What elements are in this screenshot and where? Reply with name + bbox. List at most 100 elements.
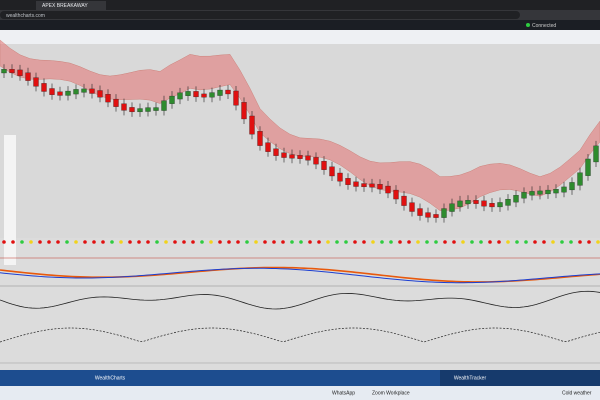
- signal-dot: [110, 240, 114, 244]
- candle: [369, 183, 375, 188]
- signal-dot: [587, 240, 591, 244]
- signal-dot: [227, 240, 231, 244]
- taskbar-item[interactable]: WhatsApp: [332, 390, 355, 396]
- candle: [41, 83, 47, 92]
- signal-dot: [425, 240, 429, 244]
- candle: [585, 158, 591, 176]
- signal-dot: [182, 240, 186, 244]
- signal-dot: [569, 240, 573, 244]
- candle: [65, 90, 71, 96]
- candle: [57, 91, 63, 96]
- candle: [489, 203, 495, 208]
- status-dot: [526, 23, 530, 27]
- signal-dot: [443, 240, 447, 244]
- candle: [537, 190, 543, 195]
- signal-dot: [551, 240, 555, 244]
- candle: [105, 94, 111, 103]
- candle: [481, 200, 487, 207]
- trend-line: [0, 267, 600, 284]
- candle: [457, 200, 463, 207]
- signal-dot: [380, 240, 384, 244]
- signal-dot: [200, 240, 204, 244]
- candle: [25, 72, 31, 81]
- indicator-panes: [0, 238, 600, 370]
- candle: [217, 89, 223, 96]
- candle: [209, 92, 215, 98]
- signal-dot: [317, 240, 321, 244]
- candle: [529, 191, 535, 196]
- signal-dot: [254, 240, 258, 244]
- signal-dot: [29, 240, 33, 244]
- signal-dot: [389, 240, 393, 244]
- candle: [465, 200, 471, 205]
- candle: [9, 69, 15, 74]
- panel-right[interactable]: WealthTracker: [454, 375, 487, 381]
- candle: [345, 178, 351, 185]
- signal-dot: [344, 240, 348, 244]
- signal-dot: [191, 240, 195, 244]
- tracker-bar: [440, 370, 600, 386]
- signal-dot: [236, 240, 240, 244]
- signal-dot: [578, 240, 582, 244]
- signal-dot: [218, 240, 222, 244]
- candle: [425, 212, 431, 218]
- candle: [313, 157, 319, 165]
- weather: Cold weather: [562, 390, 592, 396]
- candle: [145, 107, 151, 112]
- candle: [97, 90, 103, 98]
- signal-dot: [92, 240, 96, 244]
- candle: [329, 166, 335, 177]
- signal-dot: [398, 240, 402, 244]
- candle: [417, 208, 423, 216]
- signal-dot: [515, 240, 519, 244]
- signal-dot: [326, 240, 330, 244]
- candle: [265, 142, 271, 152]
- signal-dot: [146, 240, 150, 244]
- candle: [297, 155, 303, 159]
- signal-dot: [74, 240, 78, 244]
- signal-dot: [173, 240, 177, 244]
- taskbar-item[interactable]: Zoom Workplace: [372, 390, 410, 396]
- signal-dot: [47, 240, 51, 244]
- candle: [433, 214, 439, 218]
- candle: [225, 89, 231, 95]
- signal-dot: [506, 240, 510, 244]
- candle: [321, 160, 327, 170]
- signal-dot: [335, 240, 339, 244]
- signal-dot: [119, 240, 123, 244]
- signal-dot: [164, 240, 168, 244]
- signal-dot: [263, 240, 267, 244]
- candle: [233, 90, 239, 106]
- oscillator: [0, 290, 600, 310]
- signal-dot: [155, 240, 159, 244]
- url-field[interactable]: [0, 11, 520, 19]
- signal-dot: [83, 240, 87, 244]
- toolbar: [0, 30, 600, 44]
- candle: [497, 202, 503, 208]
- browser-tab[interactable]: [36, 1, 106, 10]
- url: wealthcharts.com: [6, 13, 45, 19]
- signal-dot: [470, 240, 474, 244]
- cloud-band: [0, 39, 600, 211]
- taskbar: [0, 386, 600, 400]
- candle: [569, 182, 575, 191]
- candle: [129, 107, 135, 113]
- candle: [81, 88, 87, 93]
- signal-dot: [209, 240, 213, 244]
- signal-dot: [461, 240, 465, 244]
- candle: [409, 202, 415, 212]
- candle: [249, 115, 255, 135]
- candle: [385, 185, 391, 194]
- candle: [545, 189, 551, 195]
- signal-dot: [101, 240, 105, 244]
- candle: [593, 145, 599, 163]
- signal-dot: [299, 240, 303, 244]
- panel-left[interactable]: WealthCharts: [95, 375, 126, 381]
- signal-dot: [362, 240, 366, 244]
- candle: [561, 186, 567, 193]
- candle: [553, 189, 559, 194]
- signal-dot: [38, 240, 42, 244]
- candle: [337, 172, 343, 182]
- signal-dot: [560, 240, 564, 244]
- signal-dot: [416, 240, 420, 244]
